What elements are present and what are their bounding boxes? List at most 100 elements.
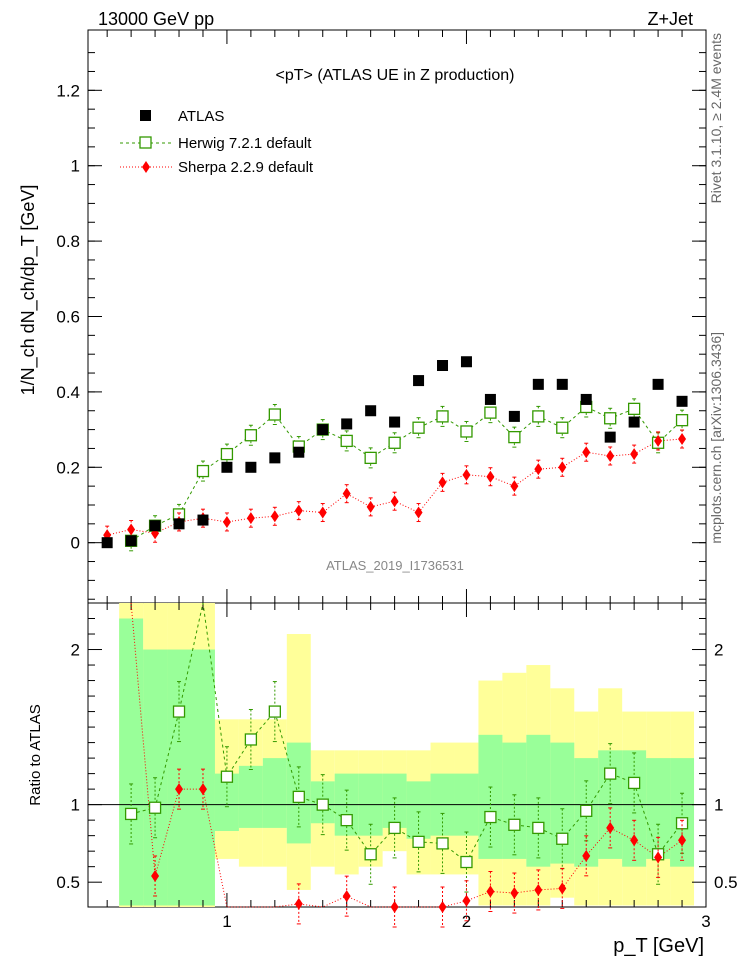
green-band-bin <box>406 781 431 839</box>
herwig-ratio-point <box>604 767 617 780</box>
herwig-point <box>532 410 545 423</box>
legend-marker-atlas <box>140 110 151 121</box>
sherpa-ratio-point <box>438 901 447 913</box>
legend-marker-sherpa <box>142 161 150 173</box>
sherpa-point <box>270 510 279 523</box>
sherpa-ratio-line <box>130 602 683 908</box>
chart-title: <pT> (ATLAS UE in Z production) <box>276 67 515 84</box>
atlas-point <box>365 405 377 417</box>
atlas-point <box>628 416 640 428</box>
herwig-ratio-point <box>627 776 641 790</box>
x-tick-label: 2 <box>462 912 471 931</box>
herwig-ratio-point <box>124 807 138 821</box>
x-axis-label-text: p_T [GeV] <box>613 935 704 957</box>
main-y-tick-label: 1.2 <box>56 81 80 100</box>
header-left: 13000 GeV pp <box>98 9 214 29</box>
main-y-tick-label: 0.4 <box>56 383 80 402</box>
herwig-ratio-point <box>412 835 425 849</box>
sherpa-ratio-point <box>390 901 399 913</box>
sherpa-point <box>222 515 231 528</box>
herwig-point <box>460 425 473 438</box>
atlas-point <box>389 416 401 428</box>
sherpa-point <box>294 504 303 517</box>
herwig-ratio-point <box>508 818 521 831</box>
green-band-bin <box>670 758 695 867</box>
herwig-point <box>627 402 641 416</box>
sherpa-ratio-point <box>462 894 471 907</box>
side-label-bottom: mcplots.cern.ch [arXiv:1306.3436] <box>708 332 724 544</box>
sherpa-point <box>127 523 136 536</box>
atlas-point <box>460 356 472 368</box>
atlas-point <box>580 393 592 405</box>
atlas-point <box>484 393 496 405</box>
sherpa-point <box>366 500 375 513</box>
sherpa-point <box>606 449 615 462</box>
sherpa-ratio-point <box>606 821 615 834</box>
herwig-ratio-point <box>220 770 234 783</box>
herwig-ratio-point <box>460 855 473 869</box>
green-band-bin <box>382 773 407 828</box>
herwig-point <box>364 451 377 465</box>
herwig-point <box>220 447 234 461</box>
atlas-point <box>197 514 209 526</box>
atlas-point <box>652 378 664 390</box>
atlas-point <box>149 520 161 532</box>
main-y-tick-label: 0.8 <box>56 232 80 251</box>
ratio-y-tick-label-right: 1 <box>714 796 723 815</box>
herwig-point <box>484 406 497 419</box>
herwig-point <box>436 410 449 423</box>
sherpa-ratio-point <box>294 897 303 910</box>
herwig-ratio-point <box>556 832 569 845</box>
header-right: Z+Jet <box>647 9 693 29</box>
herwig-point <box>675 414 689 427</box>
ratio-y-tick-label: 2 <box>71 641 80 660</box>
x-tick-label: 1 <box>222 912 231 931</box>
herwig-point <box>508 430 521 444</box>
herwig-point <box>556 421 569 434</box>
atlas-point <box>221 461 233 473</box>
x-tick-label: 3 <box>701 912 710 931</box>
sherpa-point <box>414 506 423 519</box>
sherpa-point <box>438 476 447 489</box>
herwig-ratio-point <box>268 705 281 718</box>
legend: ATLAS Herwig 7.2.1 default Sherpa 2.2.9 … <box>120 108 314 176</box>
sherpa-ratio-point <box>678 834 687 847</box>
sherpa-point <box>462 468 471 481</box>
atlas-point <box>676 395 688 407</box>
sherpa-ratio-point <box>175 783 184 796</box>
main-y-tick-label: 0.6 <box>56 308 80 327</box>
sherpa-point <box>510 480 519 493</box>
atlas-point <box>604 431 616 443</box>
sherpa-ratio-point <box>342 890 351 903</box>
atlas-point <box>293 446 305 458</box>
sherpa-ratio-point <box>151 869 160 882</box>
sherpa-point <box>246 512 255 525</box>
green-band-bin <box>238 765 263 828</box>
atlas-point <box>508 410 520 422</box>
sherpa-point <box>534 463 543 476</box>
atlas-point <box>317 424 329 436</box>
ratio-y-axis-label-text: Ratio to ATLAS <box>27 704 44 805</box>
herwig-ratio-point <box>364 848 377 861</box>
green-band-bin <box>119 618 144 906</box>
atlas-point <box>556 378 568 390</box>
herwig-ratio-point <box>436 837 449 850</box>
herwig-ratio-point <box>148 801 162 814</box>
sherpa-point <box>390 495 399 508</box>
atlas-point <box>245 461 257 473</box>
atlas-point <box>532 378 544 390</box>
sherpa-point <box>630 448 639 461</box>
herwig-ratio-point <box>388 821 401 835</box>
atlas-point <box>413 375 425 387</box>
sherpa-point <box>582 446 591 459</box>
atlas-point <box>101 537 113 549</box>
atlas-point <box>125 535 137 547</box>
ratio-y-tick-label-right: 0.5 <box>714 873 738 892</box>
herwig-point <box>196 464 210 478</box>
main-panel-layer: 0 0.2 0.4 0.6 0.8 1 1.2 <box>56 30 707 603</box>
x-axis-label: p_T [GeV] <box>613 935 704 957</box>
atlas-point <box>437 360 449 372</box>
main-y-tick-label: 0 <box>71 534 80 553</box>
sherpa-ratio-point <box>510 887 519 900</box>
